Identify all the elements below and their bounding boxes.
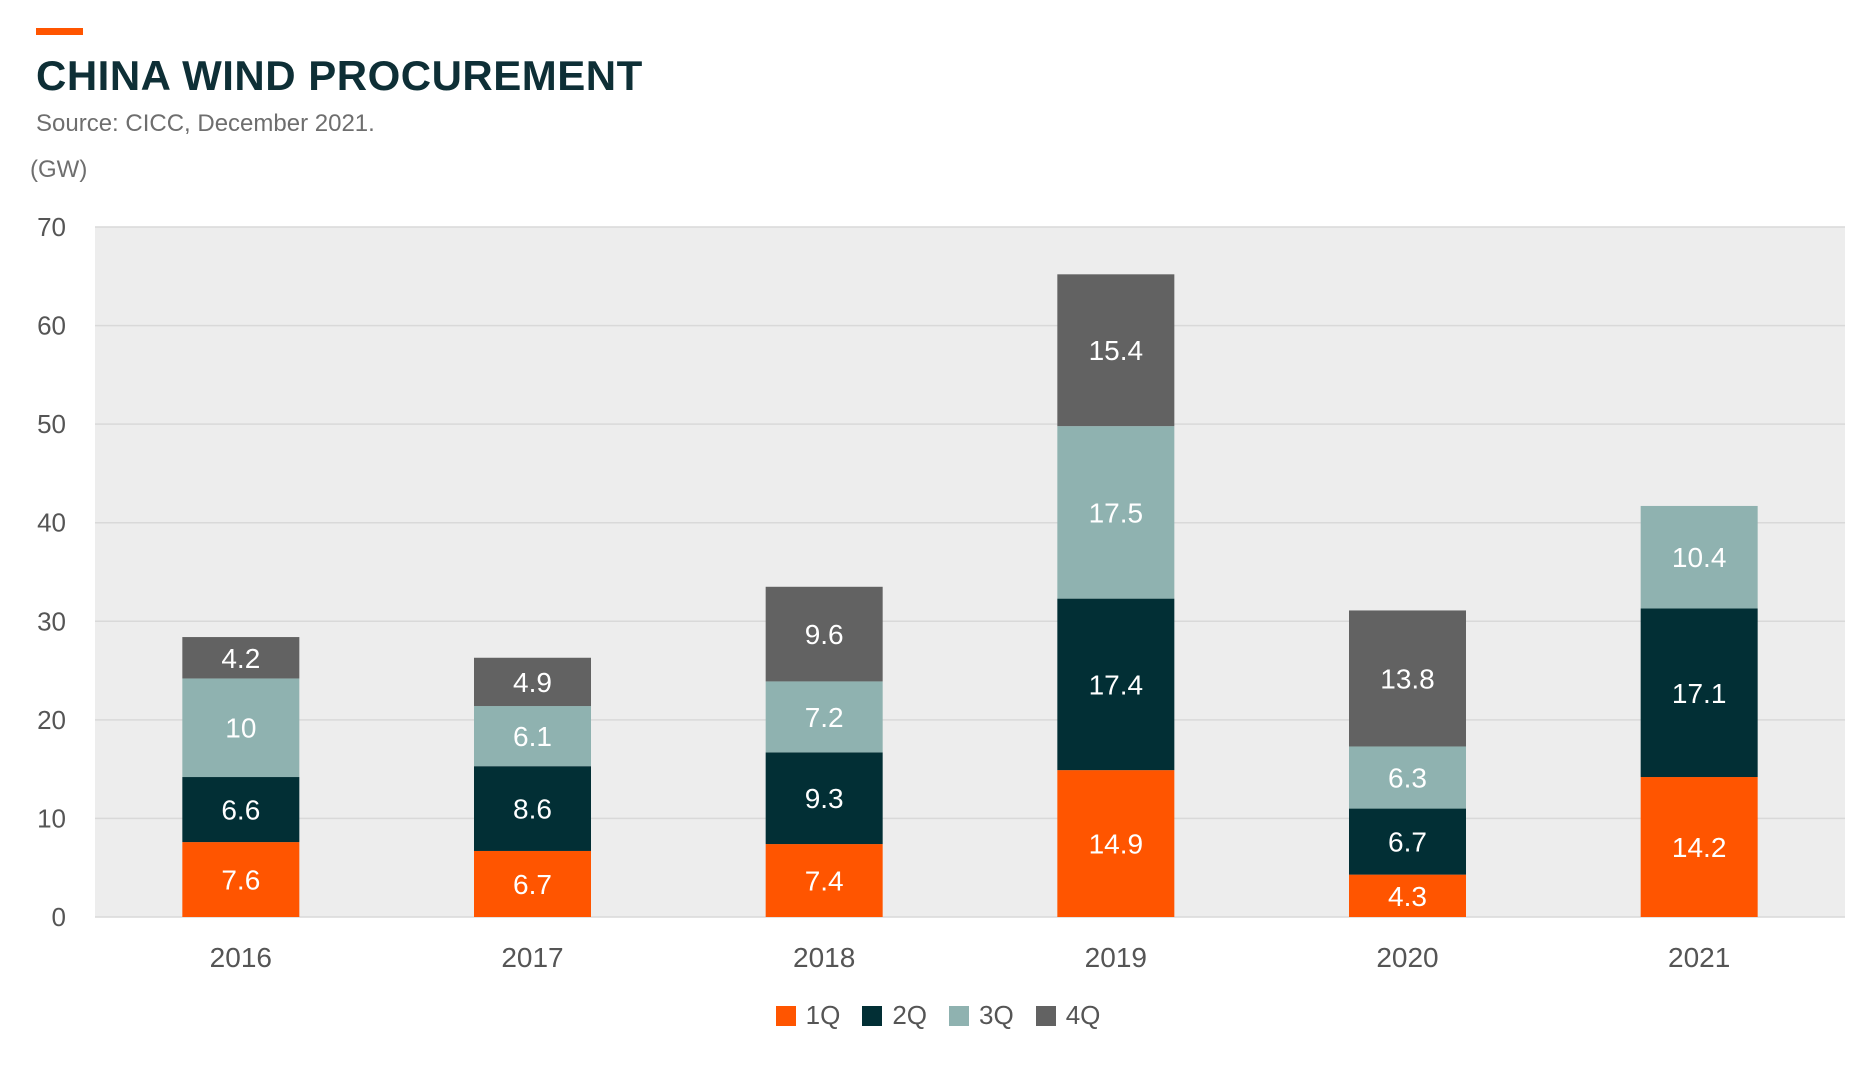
bar-segment-2017-1q — [474, 850, 591, 917]
legend-label: 3Q — [979, 1000, 1014, 1030]
legend-item-3q: 3Q — [949, 1000, 1014, 1031]
data-label: 14.9 — [1089, 829, 1144, 860]
data-label: 7.4 — [805, 866, 844, 897]
legend-label: 4Q — [1065, 1000, 1101, 1030]
data-label: 17.1 — [1672, 678, 1727, 709]
y-tick-label: 70 — [37, 212, 66, 242]
legend-swatch — [862, 1005, 883, 1026]
bar-segment-2019-1q — [1057, 770, 1175, 917]
y-tick-label: 60 — [37, 311, 66, 341]
data-label: 6.1 — [513, 721, 552, 752]
data-label: 13.8 — [1380, 663, 1435, 694]
bar-segment-2020-4q — [1349, 610, 1466, 747]
data-label: 6.6 — [221, 795, 260, 826]
y-axis-unit: (GW) — [30, 156, 88, 183]
bar-segment-2018-1q — [765, 844, 883, 917]
plot-area — [95, 227, 1845, 917]
data-label: 15.4 — [1089, 335, 1144, 366]
chart-source: Source: CICC, December 2021. — [36, 110, 375, 137]
bar-segment-2020-1q — [1349, 874, 1466, 917]
y-tick-label: 10 — [37, 803, 66, 833]
data-label: 9.3 — [805, 783, 844, 814]
y-tick-label: 0 — [52, 902, 66, 932]
bar-segment-2018-2q — [765, 752, 883, 845]
accent-bar — [36, 28, 83, 35]
data-label: 8.6 — [513, 794, 552, 825]
bar-segment-2021-3q — [1640, 505, 1758, 609]
legend-item-4q: 4Q — [1035, 1000, 1101, 1031]
bar-segment-2017-4q — [474, 657, 591, 707]
x-tick-label: 2017 — [501, 942, 563, 973]
bar-segment-2017-2q — [474, 766, 591, 851]
y-tick-label: 30 — [37, 606, 66, 636]
data-label: 4.3 — [1388, 881, 1427, 912]
legend-swatch — [1035, 1005, 1056, 1026]
data-label: 10.4 — [1672, 542, 1727, 573]
x-tick-label: 2019 — [1085, 942, 1147, 973]
x-tick-label: 2016 — [210, 942, 272, 973]
data-label: 7.2 — [805, 702, 844, 733]
bar-segment-2016-4q — [182, 637, 300, 679]
data-label: 6.7 — [1388, 827, 1427, 858]
x-tick-label: 2018 — [793, 942, 855, 973]
data-label: 17.4 — [1089, 669, 1144, 700]
y-tick-label: 20 — [37, 705, 66, 735]
data-label: 6.7 — [513, 869, 552, 900]
legend-swatch — [775, 1005, 796, 1026]
legend-item-2q: 2Q — [862, 1000, 927, 1031]
bar-segment-2019-4q — [1057, 274, 1175, 427]
legend-label: 1Q — [805, 1000, 841, 1030]
bar-segment-2021-2q — [1640, 608, 1758, 778]
data-label: 17.5 — [1089, 497, 1144, 528]
bar-segment-2017-3q — [474, 706, 591, 767]
y-tick-label: 50 — [37, 409, 66, 439]
data-label: 10 — [225, 713, 256, 744]
data-label: 4.2 — [221, 643, 260, 674]
data-label: 6.3 — [1388, 763, 1427, 794]
data-label: 4.9 — [513, 667, 552, 698]
bar-segment-2021-1q — [1640, 777, 1758, 917]
data-label: 7.6 — [221, 865, 260, 896]
chart-legend: 1Q 2Q 3Q 4Q — [0, 1000, 1876, 1031]
bar-segment-2016-3q — [182, 678, 300, 778]
chart-title: CHINA WIND PROCUREMENT — [36, 52, 643, 99]
x-tick-label: 2020 — [1376, 942, 1438, 973]
legend-swatch — [949, 1005, 969, 1026]
y-tick-label: 40 — [37, 508, 66, 538]
data-label: 9.6 — [805, 619, 844, 650]
bar-segment-2016-2q — [182, 777, 300, 843]
bar-segment-2020-2q — [1349, 808, 1466, 875]
bar-segment-2018-4q — [765, 586, 883, 682]
bar-segment-2019-3q — [1057, 426, 1175, 599]
legend-label: 2Q — [892, 1000, 927, 1030]
data-label: 14.2 — [1672, 832, 1727, 863]
x-tick-label: 2021 — [1668, 942, 1730, 973]
bar-segment-2016-1q — [182, 842, 300, 917]
bar-segment-2020-3q — [1349, 746, 1466, 809]
bar-segment-2018-3q — [765, 681, 883, 753]
bar-segment-2019-2q — [1057, 598, 1175, 771]
legend-item-1q: 1Q — [775, 1000, 841, 1031]
